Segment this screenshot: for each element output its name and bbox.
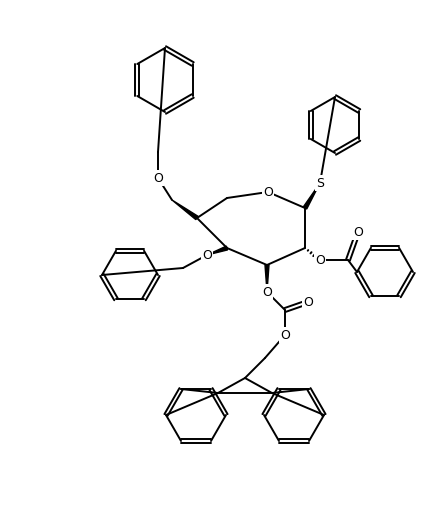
Polygon shape [265, 265, 269, 292]
Polygon shape [303, 183, 320, 209]
Text: O: O [263, 185, 273, 198]
Text: O: O [315, 253, 325, 266]
Text: O: O [153, 171, 163, 184]
Polygon shape [207, 246, 228, 255]
Text: O: O [280, 328, 290, 341]
Text: O: O [262, 285, 272, 298]
Text: O: O [202, 249, 212, 262]
Text: O: O [353, 225, 363, 238]
Text: O: O [303, 295, 313, 309]
Text: S: S [316, 177, 324, 190]
Polygon shape [172, 200, 198, 220]
